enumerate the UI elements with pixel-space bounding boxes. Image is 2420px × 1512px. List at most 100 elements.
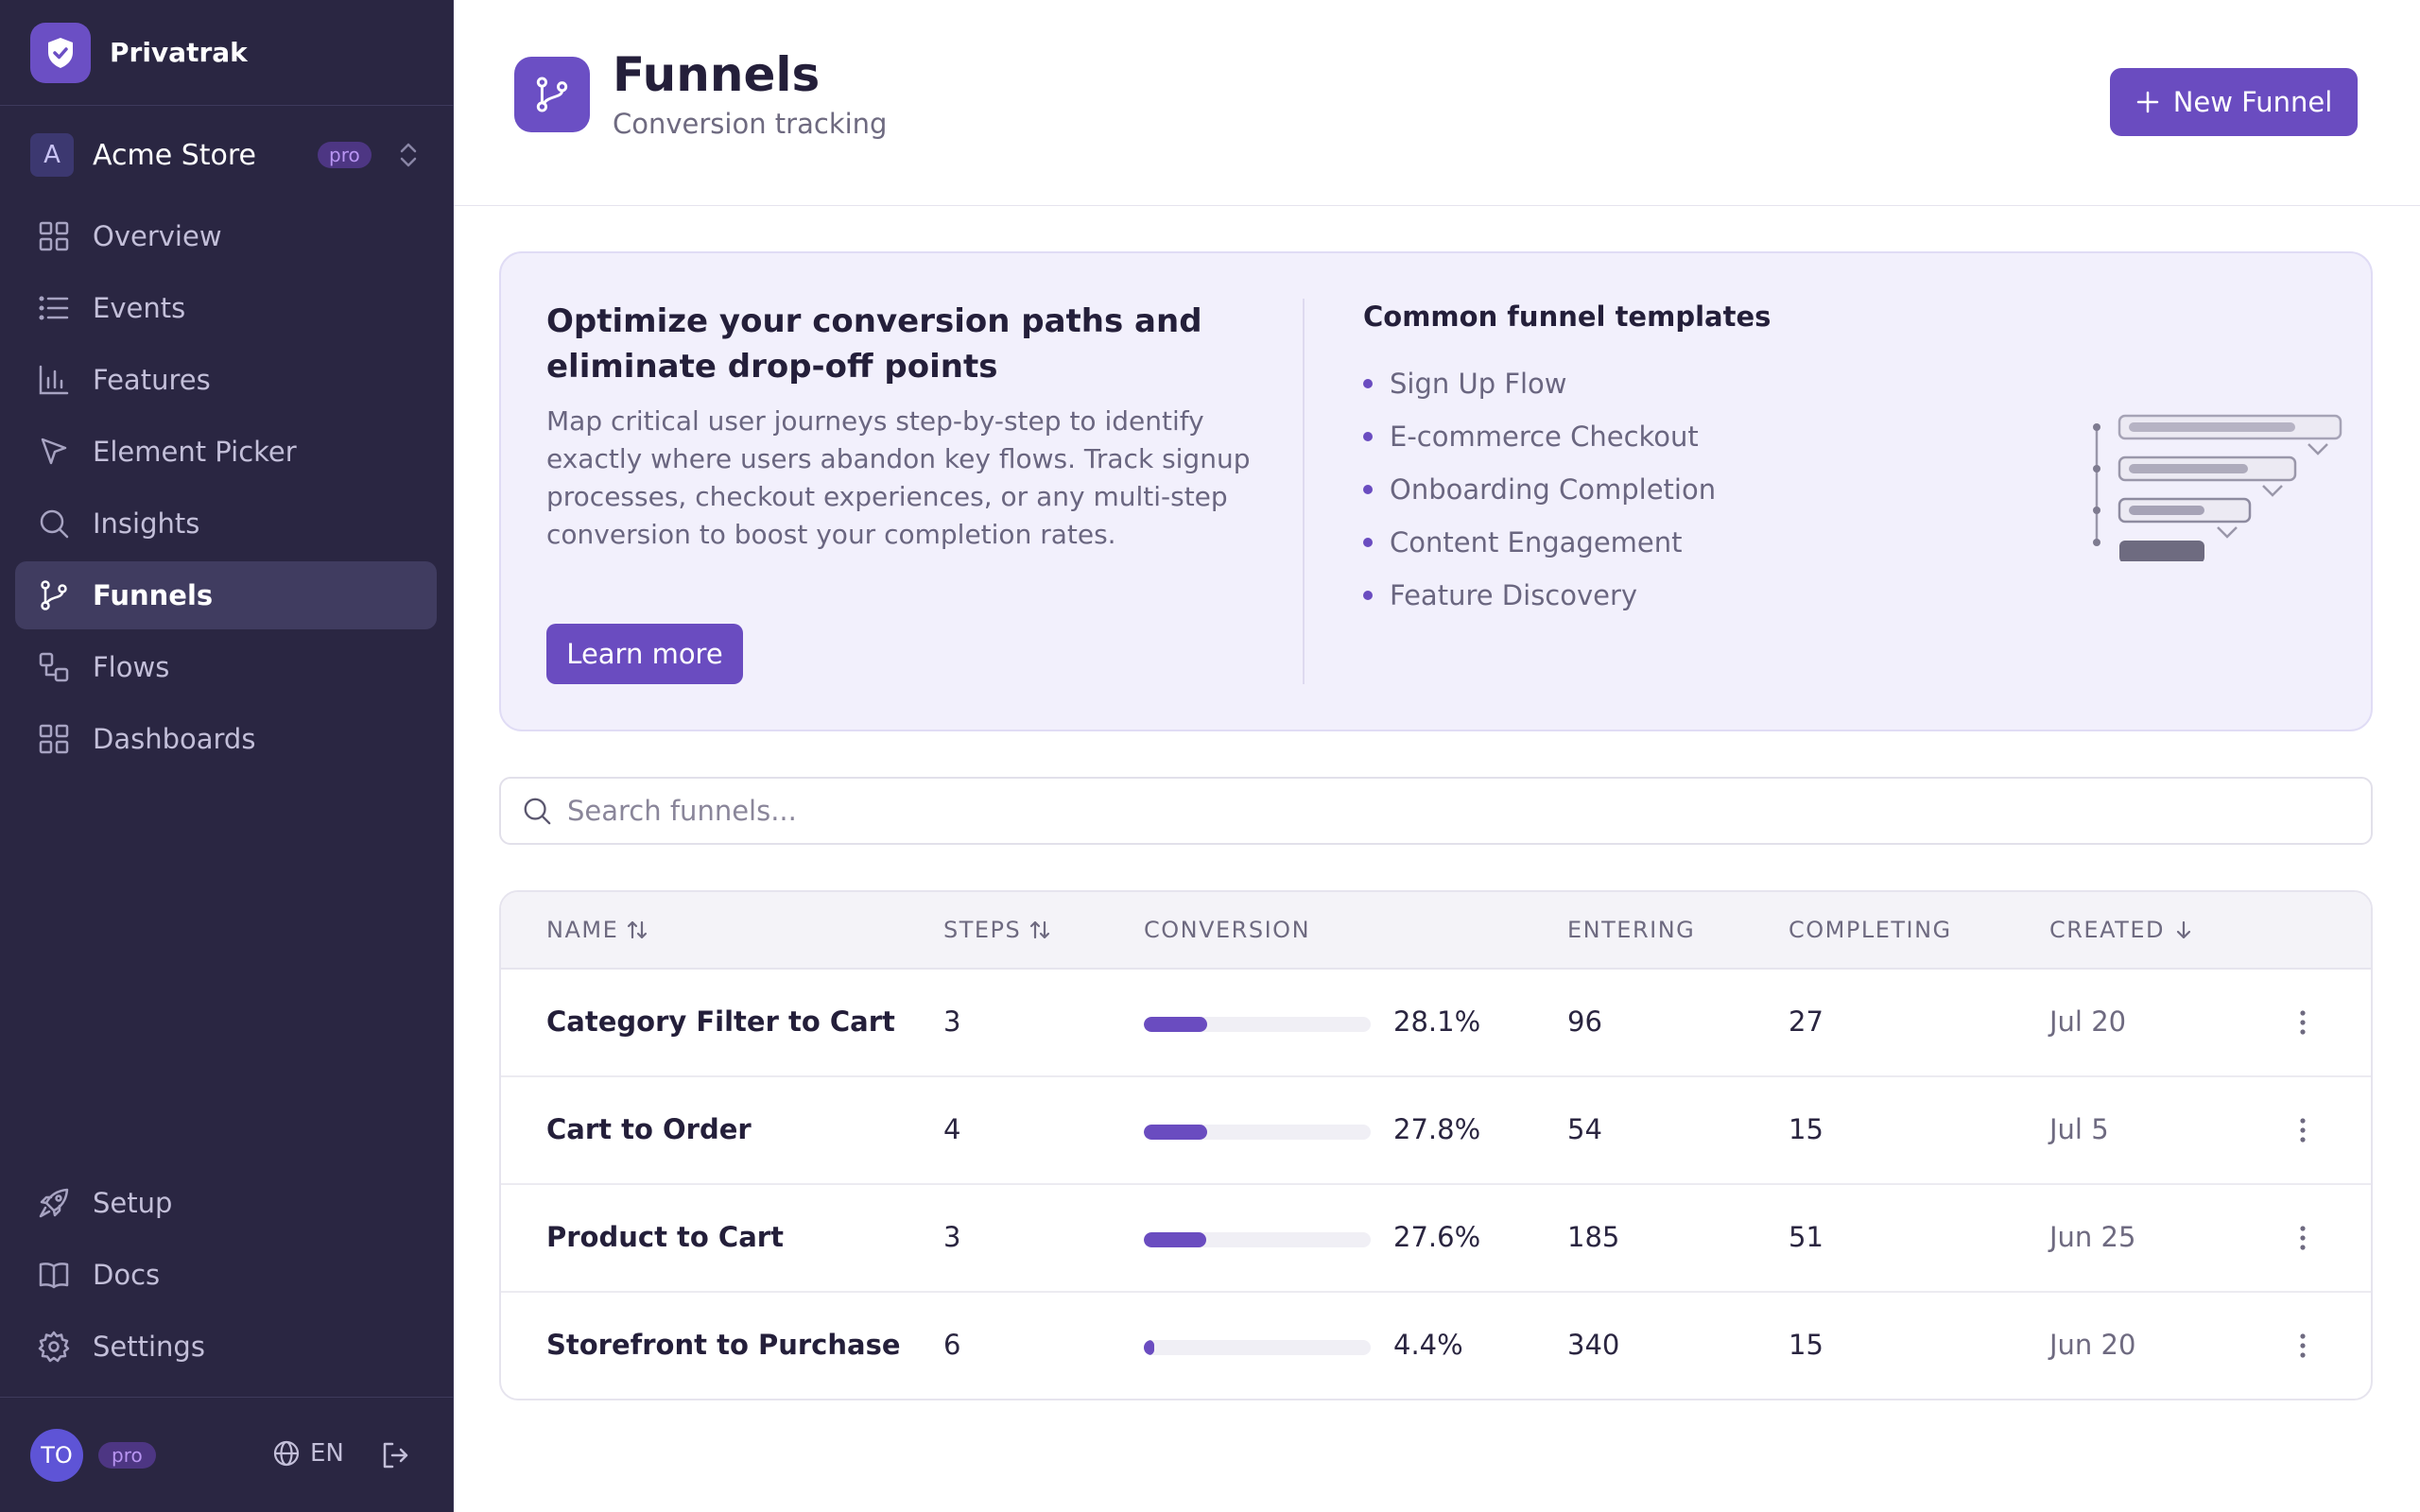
sidebar-item-label: Setup <box>93 1187 173 1219</box>
more-options-icon[interactable] <box>2295 1007 2310 1038</box>
column-header-completing: COMPLETING <box>1789 917 1952 943</box>
templates-title: Common funnel templates <box>1363 301 1772 333</box>
funnel-name: Storefront to Purchase <box>546 1329 901 1361</box>
language-label: EN <box>310 1439 344 1468</box>
sidebar-item-element-picker[interactable]: Element Picker <box>15 418 437 486</box>
sidebar: Privatrak A Acme Store pro Overview Even… <box>0 0 454 1512</box>
sidebar-item-label: Features <box>93 364 211 396</box>
conversion-bar <box>1144 1017 1371 1032</box>
column-header-steps[interactable]: STEPS <box>943 917 1051 943</box>
conversion-rate: 4.4% <box>1393 1329 1463 1361</box>
table-row[interactable]: Product to Cart 3 27.6% 185 51 Jun 25 <box>501 1185 2371 1293</box>
entering-count: 96 <box>1567 1005 1602 1038</box>
arrow-down-icon <box>2176 920 2191 939</box>
template-item: E-commerce Checkout <box>1363 410 1716 463</box>
search-input[interactable] <box>567 795 2269 827</box>
sidebar-item-label: Settings <box>93 1331 205 1363</box>
sidebar-item-features[interactable]: Features <box>15 346 437 414</box>
funnel-steps: 3 <box>943 1005 961 1038</box>
funnel-name: Product to Cart <box>546 1221 784 1253</box>
conversion-bar-fill <box>1144 1232 1207 1247</box>
rocket-icon <box>39 1188 69 1218</box>
workspace-name: Acme Store <box>93 138 256 172</box>
sidebar-item-setup[interactable]: Setup <box>15 1169 437 1237</box>
brand-header: Privatrak <box>0 0 454 106</box>
learn-more-button[interactable]: Learn more <box>546 624 743 684</box>
cursor-icon <box>41 438 67 465</box>
sidebar-item-funnels[interactable]: Funnels <box>15 561 437 629</box>
sidebar-item-label: Flows <box>93 651 170 683</box>
sidebar-item-label: Insights <box>93 507 200 540</box>
sidebar-item-events[interactable]: Events <box>15 274 437 342</box>
grid-icon <box>39 221 69 251</box>
column-label: STEPS <box>943 917 1022 943</box>
conversion-rate: 27.8% <box>1393 1113 1481 1145</box>
templates-list: Sign Up Flow E-commerce Checkout Onboard… <box>1363 357 1716 622</box>
workspace-avatar: A <box>30 133 74 177</box>
completing-count: 27 <box>1789 1005 1824 1038</box>
more-options-icon[interactable] <box>2295 1331 2310 1361</box>
template-item: Sign Up Flow <box>1363 357 1716 410</box>
more-options-icon[interactable] <box>2295 1223 2310 1253</box>
funnels-table: NAME STEPS CONVERSION ENTERING COMPLETIN… <box>499 890 2373 1400</box>
plus-icon <box>2136 91 2158 113</box>
bar-chart-icon <box>39 365 69 395</box>
sidebar-item-flows[interactable]: Flows <box>15 633 437 701</box>
git-branch-icon <box>514 57 590 132</box>
flow-icon <box>39 652 69 682</box>
sidebar-item-docs[interactable]: Docs <box>15 1241 437 1309</box>
created-date: Jul 5 <box>2049 1113 2109 1145</box>
new-funnel-button[interactable]: New Funnel <box>2110 68 2358 136</box>
more-options-icon[interactable] <box>2295 1115 2310 1145</box>
search-icon <box>40 509 69 539</box>
table-row[interactable]: Cart to Order 4 27.8% 54 15 Jul 5 <box>501 1077 2371 1185</box>
funnel-name: Category Filter to Cart <box>546 1005 895 1038</box>
column-label: COMPLETING <box>1789 917 1952 943</box>
grid-icon <box>39 724 69 754</box>
funnel-illustration-icon <box>2093 414 2342 561</box>
sidebar-item-dashboards[interactable]: Dashboards <box>15 705 437 773</box>
app-name: Privatrak <box>110 37 248 68</box>
template-item: Onboarding Completion <box>1363 463 1716 516</box>
page-title: Funnels <box>613 47 821 102</box>
list-icon <box>39 296 69 320</box>
column-label: CONVERSION <box>1144 917 1311 943</box>
conversion-bar-fill <box>1144 1125 1207 1140</box>
sidebar-item-label: Overview <box>93 220 222 252</box>
column-header-name[interactable]: NAME <box>546 917 648 943</box>
workspace-switcher[interactable]: A Acme Store pro <box>30 130 424 180</box>
table-row[interactable]: Category Filter to Cart 3 28.1% 96 27 Ju… <box>501 970 2371 1077</box>
sidebar-item-label: Docs <box>93 1259 161 1291</box>
gear-icon <box>38 1331 70 1363</box>
logout-icon[interactable] <box>380 1440 410 1470</box>
entering-count: 54 <box>1567 1113 1602 1145</box>
divider <box>1303 299 1305 684</box>
sidebar-item-insights[interactable]: Insights <box>15 490 437 558</box>
conversion-bar <box>1144 1340 1371 1355</box>
completing-count: 51 <box>1789 1221 1824 1253</box>
column-header-created[interactable]: CREATED <box>2049 917 2195 943</box>
page-subtitle: Conversion tracking <box>613 108 888 140</box>
language-selector[interactable]: EN <box>272 1439 344 1468</box>
promo-description: Map critical user journeys step-by-step … <box>546 405 1251 550</box>
column-label: CREATED <box>2049 917 2165 943</box>
sidebar-item-label: Dashboards <box>93 723 256 755</box>
conversion-bar-fill <box>1144 1340 1154 1355</box>
page-header: Funnels Conversion tracking New Funnel <box>454 0 2420 206</box>
sidebar-item-label: Events <box>93 292 186 324</box>
conversion-bar-fill <box>1144 1017 1208 1032</box>
sidebar-item-overview[interactable]: Overview <box>15 202 437 270</box>
sidebar-footer: TO pro EN <box>0 1397 454 1512</box>
completing-count: 15 <box>1789 1329 1824 1361</box>
sort-icon <box>628 920 648 939</box>
funnel-steps: 4 <box>943 1113 961 1145</box>
main-nav: Overview Events Features Element Picker … <box>15 202 437 777</box>
git-branch-icon <box>41 580 67 610</box>
chevron-up-down-icon <box>400 143 417 167</box>
table-row[interactable]: Storefront to Purchase 6 4.4% 340 15 Jun… <box>501 1293 2371 1399</box>
shield-logo-icon <box>30 22 91 83</box>
avatar[interactable]: TO <box>30 1429 83 1482</box>
sidebar-item-settings[interactable]: Settings <box>15 1313 437 1381</box>
template-item: Feature Discovery <box>1363 569 1716 622</box>
funnel-name: Cart to Order <box>546 1113 752 1145</box>
